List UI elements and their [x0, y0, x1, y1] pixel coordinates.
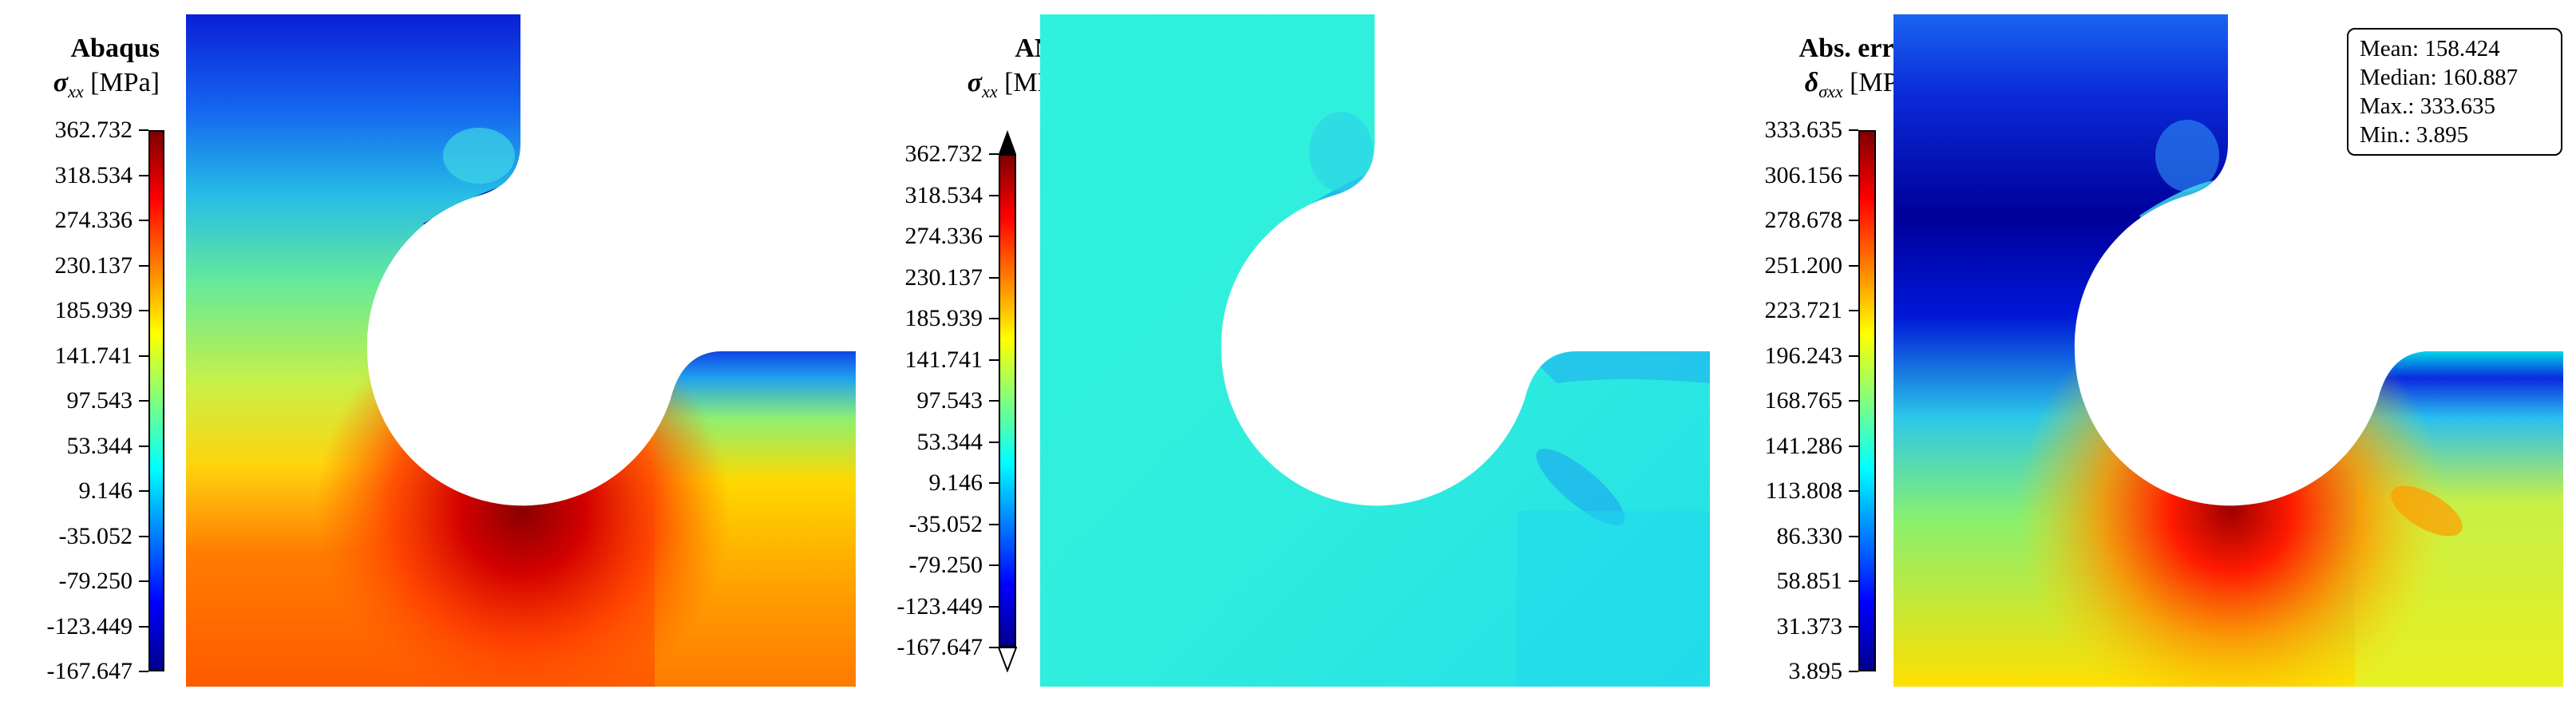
colorbar-tick-mark	[139, 129, 148, 131]
colorbar-tick-mark	[139, 400, 148, 402]
colorbar-extend-bottom	[998, 647, 1017, 672]
colorbar-tick-mark	[1849, 264, 1858, 267]
colorbar-tick-mark	[1849, 671, 1858, 672]
colorbar-tick-mark	[1849, 580, 1858, 582]
colorbar-tick-mark	[989, 647, 999, 648]
colorbar-tick-label: 58.851	[1776, 568, 1843, 594]
colorbar-tick-label: 141.286	[1764, 432, 1843, 459]
stat-max: Max.: 333.635	[2360, 93, 2495, 119]
colorbar-tick-mark	[989, 400, 999, 402]
colorbar-tick-mark	[1849, 220, 1858, 221]
stats-box: Mean: 158.424 Median: 160.887 Max.: 333.…	[2347, 28, 2562, 156]
colorbar-tick-label: 185.939	[904, 305, 983, 331]
colorbar-tick-label: 141.741	[54, 342, 133, 369]
panel-quantity-label: σxx [MPa]	[53, 68, 160, 101]
colorbar-tick-label: 230.137	[904, 263, 983, 291]
colorbar-tick-label: 113.808	[1765, 477, 1842, 504]
panel-title-name: Abaqus	[70, 34, 160, 63]
colorbar-tick-label: 251.200	[1764, 251, 1843, 279]
error-field	[1893, 14, 2563, 687]
colorbar-tick-mark	[139, 535, 148, 537]
colorbar-tick-mark	[989, 236, 999, 237]
colorbar-tick-label: -167.647	[896, 634, 983, 660]
colorbar	[1858, 130, 1876, 671]
colorbar-tick-mark	[1849, 625, 1858, 628]
colorbar-tick-mark	[139, 264, 148, 267]
colorbar-tick-mark	[989, 358, 999, 361]
colorbar-tick-mark	[1849, 490, 1858, 492]
colorbar-tick-mark	[989, 276, 999, 279]
colorbar-tick-mark	[1849, 400, 1858, 402]
colorbar-tick-label: -123.449	[896, 592, 983, 620]
colorbar-tick-label: 97.543	[916, 387, 983, 414]
colorbar-tick-mark	[989, 318, 999, 319]
colorbar-tick-mark	[139, 671, 148, 672]
colorbar-tick-label: 141.741	[904, 346, 983, 373]
colorbar-tick-label: 86.330	[1776, 522, 1843, 549]
colorbar-tick-label: 362.732	[904, 141, 983, 167]
stress-field-ann	[1040, 14, 1710, 687]
colorbar-tick-mark	[989, 564, 999, 566]
colorbar-tick-label: -35.052	[908, 510, 983, 537]
colorbar-tick-label: 274.336	[54, 207, 133, 233]
colorbar-tick-mark	[1849, 535, 1858, 537]
colorbar-tick-label: 230.137	[54, 251, 133, 279]
colorbar-tick-label: 333.635	[1764, 117, 1843, 143]
colorbar	[999, 154, 1016, 648]
colorbar-tick-mark	[139, 625, 148, 628]
colorbar-tick-mark	[989, 523, 999, 525]
colorbar-tick-label: -79.250	[58, 568, 133, 594]
colorbar-tick-mark	[139, 580, 148, 582]
colorbar-tick-mark	[989, 482, 999, 484]
colorbar-tick-label: 274.336	[904, 223, 983, 249]
colorbar-tick-mark	[139, 220, 148, 221]
colorbar-tick-label: 53.344	[66, 432, 133, 459]
colorbar-tick-label: 168.765	[1764, 387, 1843, 414]
colorbar-tick-mark	[139, 174, 148, 176]
colorbar-tick-mark	[139, 490, 148, 492]
colorbar-tick-mark	[989, 441, 999, 443]
colorbar-tick-mark	[1849, 445, 1858, 447]
colorbar-tick-label: -167.647	[46, 658, 133, 684]
colorbar-tick-mark	[989, 194, 999, 196]
colorbar-tick-label: 196.243	[1764, 342, 1843, 369]
colorbar-tick-label: 97.543	[66, 387, 133, 414]
colorbar-tick-mark	[1849, 310, 1858, 311]
colorbar-tick-mark	[1849, 354, 1858, 357]
colorbar-tick-mark	[989, 153, 999, 155]
colorbar-extend-top	[999, 130, 1016, 154]
colorbar-tick-label: 223.721	[1764, 297, 1843, 323]
colorbar-tick-label: -35.052	[58, 522, 133, 549]
colorbar-tick-label: -79.250	[908, 552, 983, 578]
colorbar-tick-mark	[1849, 129, 1858, 131]
colorbar-tick-label: -123.449	[46, 612, 133, 640]
colorbar-tick-label: 3.895	[1788, 658, 1843, 684]
colorbar-tick-label: 318.534	[904, 181, 983, 208]
colorbar-tick-label: 278.678	[1764, 207, 1843, 233]
colorbar	[148, 130, 164, 671]
colorbar-tick-mark	[1849, 174, 1858, 176]
stat-min: Min.: 3.895	[2360, 122, 2469, 148]
stat-mean: Mean: 158.424	[2360, 36, 2500, 61]
colorbar-tick-label: 9.146	[928, 469, 983, 496]
colorbar-tick-label: 53.344	[916, 428, 983, 455]
colorbar-tick-mark	[139, 445, 148, 447]
panel-abaqus: Abaqus σxx [MPa]	[0, 0, 862, 701]
stat-median: Median: 160.887	[2360, 65, 2519, 90]
colorbar-tick-label: 185.939	[54, 297, 133, 323]
colorbar-tick-label: 318.534	[54, 161, 133, 188]
colorbar-tick-label: 31.373	[1776, 612, 1843, 640]
panel-title: Abaqus σxx [MPa]	[53, 32, 160, 109]
stress-field-abaqus	[186, 14, 856, 687]
colorbar-tick-mark	[989, 605, 999, 608]
colorbar-tick-label: 9.146	[78, 477, 133, 504]
colorbar-tick-mark	[139, 354, 148, 357]
colorbar-tick-mark	[139, 310, 148, 311]
panel-abs-error: Abs. error δσxx [MPa]	[1724, 0, 2576, 701]
colorbar-tick-label: 362.732	[54, 117, 133, 143]
colorbar-tick-label: 306.156	[1764, 161, 1843, 188]
